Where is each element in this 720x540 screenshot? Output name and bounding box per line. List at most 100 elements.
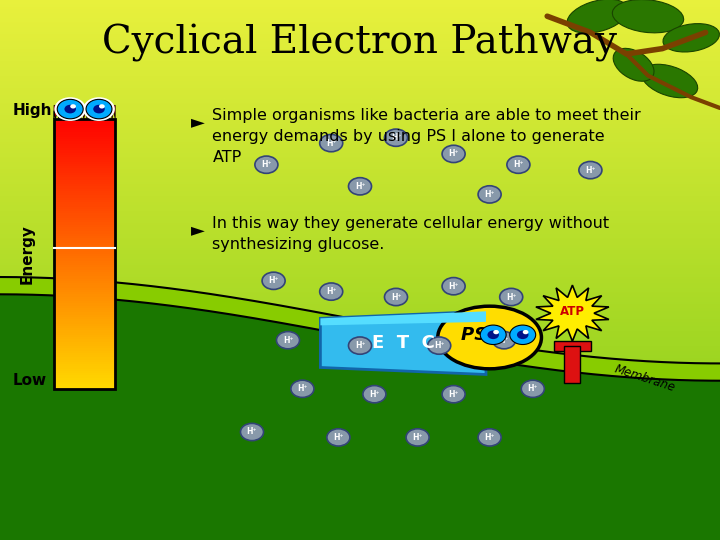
Bar: [0, 358, 720, 360]
Bar: [0, 470, 720, 471]
Circle shape: [320, 283, 343, 300]
Bar: [0, 301, 720, 302]
Bar: [54, 260, 115, 263]
Circle shape: [480, 325, 506, 345]
Bar: [0, 4, 720, 5]
Bar: [0, 169, 720, 171]
Bar: [54, 209, 115, 211]
Bar: [0, 70, 720, 72]
Bar: [0, 515, 720, 517]
Bar: [54, 227, 115, 229]
Bar: [0, 42, 720, 43]
Bar: [54, 377, 115, 380]
Bar: [0, 454, 720, 455]
Text: H⁺: H⁺: [485, 433, 495, 442]
Bar: [0, 162, 720, 164]
Text: H⁺: H⁺: [506, 293, 516, 301]
Bar: [54, 186, 115, 188]
Text: H⁺: H⁺: [528, 384, 538, 393]
Bar: [0, 390, 720, 393]
Text: H⁺: H⁺: [283, 336, 293, 345]
Bar: [0, 396, 720, 398]
Ellipse shape: [663, 24, 719, 52]
Bar: [0, 205, 720, 207]
Bar: [54, 357, 115, 360]
Bar: [0, 49, 720, 50]
Bar: [0, 295, 720, 297]
Bar: [54, 353, 115, 355]
Text: H⁺: H⁺: [449, 282, 459, 291]
Bar: [54, 299, 115, 301]
Bar: [54, 141, 115, 144]
Circle shape: [83, 97, 115, 121]
Bar: [54, 222, 115, 225]
Bar: [0, 268, 720, 270]
Bar: [0, 279, 720, 281]
Bar: [0, 430, 720, 432]
Bar: [54, 314, 115, 317]
Bar: [54, 204, 115, 206]
Bar: [0, 312, 720, 313]
Text: Simple organisms like bacteria are able to meet their
energy demands by using PS: Simple organisms like bacteria are able …: [212, 108, 641, 165]
Bar: [54, 335, 115, 337]
Bar: [0, 436, 720, 437]
Bar: [0, 270, 720, 272]
Bar: [0, 128, 720, 130]
Bar: [0, 144, 720, 146]
Bar: [54, 310, 115, 312]
Bar: [554, 341, 591, 351]
Bar: [54, 371, 115, 373]
Bar: [0, 228, 720, 231]
Bar: [54, 368, 115, 371]
Bar: [0, 52, 720, 54]
Bar: [0, 479, 720, 481]
Bar: [0, 324, 720, 326]
Bar: [54, 220, 115, 222]
Bar: [0, 443, 720, 444]
Circle shape: [500, 288, 523, 306]
Bar: [0, 504, 720, 506]
Bar: [0, 520, 720, 522]
Bar: [0, 221, 720, 223]
Bar: [54, 269, 115, 272]
Bar: [0, 27, 720, 29]
Bar: [0, 495, 720, 497]
Circle shape: [54, 97, 86, 121]
Bar: [0, 135, 720, 137]
Circle shape: [320, 134, 343, 152]
Polygon shape: [320, 311, 486, 375]
Circle shape: [57, 99, 83, 119]
Bar: [0, 525, 720, 528]
Bar: [54, 245, 115, 247]
Bar: [0, 150, 720, 151]
Bar: [54, 360, 115, 362]
Bar: [0, 66, 720, 69]
Bar: [0, 83, 720, 85]
Bar: [0, 322, 720, 324]
Circle shape: [327, 429, 350, 446]
Bar: [0, 439, 720, 441]
Bar: [0, 533, 720, 535]
Bar: [0, 488, 720, 490]
Bar: [0, 481, 720, 482]
Bar: [54, 387, 115, 389]
Bar: [0, 207, 720, 209]
Bar: [54, 308, 115, 310]
Bar: [0, 9, 720, 11]
Bar: [0, 86, 720, 88]
Bar: [54, 279, 115, 281]
Bar: [54, 128, 115, 130]
Bar: [0, 157, 720, 158]
Bar: [0, 474, 720, 475]
Bar: [54, 249, 115, 252]
Text: H⁺: H⁺: [434, 341, 444, 350]
Bar: [54, 281, 115, 283]
Bar: [54, 323, 115, 326]
Bar: [0, 7, 720, 9]
Bar: [54, 333, 115, 335]
Bar: [0, 223, 720, 225]
Bar: [54, 159, 115, 161]
Bar: [0, 477, 720, 479]
Bar: [54, 321, 115, 323]
Bar: [54, 366, 115, 368]
